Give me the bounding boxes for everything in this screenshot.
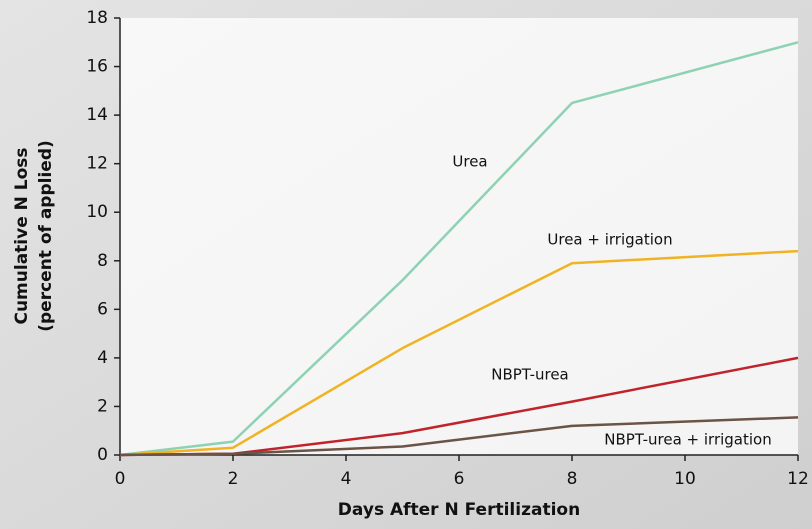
y-tick-label: 8 xyxy=(97,251,108,271)
x-tick-label: 0 xyxy=(115,469,126,489)
x-tick-label: 10 xyxy=(674,469,696,489)
series-label: Urea xyxy=(452,153,487,171)
y-tick-label: 6 xyxy=(97,299,108,319)
series-label: Urea + irrigation xyxy=(547,231,672,249)
y-tick-label: 16 xyxy=(86,57,108,77)
y-tick-label: 18 xyxy=(86,8,108,28)
y-axis-label: Cumulative N Loss xyxy=(12,147,32,324)
series-line xyxy=(119,416,799,457)
x-tick-label: 4 xyxy=(341,469,352,489)
y-axis-label: (percent of applied) xyxy=(36,140,56,332)
x-tick-label: 6 xyxy=(454,469,465,489)
y-tick-label: 12 xyxy=(86,154,108,174)
series-label: NBPT-urea + irrigation xyxy=(604,431,771,449)
series-label: NBPT-urea xyxy=(491,366,569,384)
x-axis-label: Days After N Fertilization xyxy=(338,500,580,520)
series-line xyxy=(119,249,799,457)
x-tick-label: 8 xyxy=(567,469,578,489)
x-tick-label: 12 xyxy=(787,469,809,489)
series-line xyxy=(119,41,799,457)
y-tick-label: 4 xyxy=(97,348,108,368)
y-tick-label: 2 xyxy=(97,396,108,416)
y-tick-label: 14 xyxy=(86,105,108,125)
y-tick-label: 10 xyxy=(86,202,108,222)
y-tick-label: 0 xyxy=(97,445,108,465)
x-tick-label: 2 xyxy=(228,469,239,489)
plot-area xyxy=(120,18,798,455)
